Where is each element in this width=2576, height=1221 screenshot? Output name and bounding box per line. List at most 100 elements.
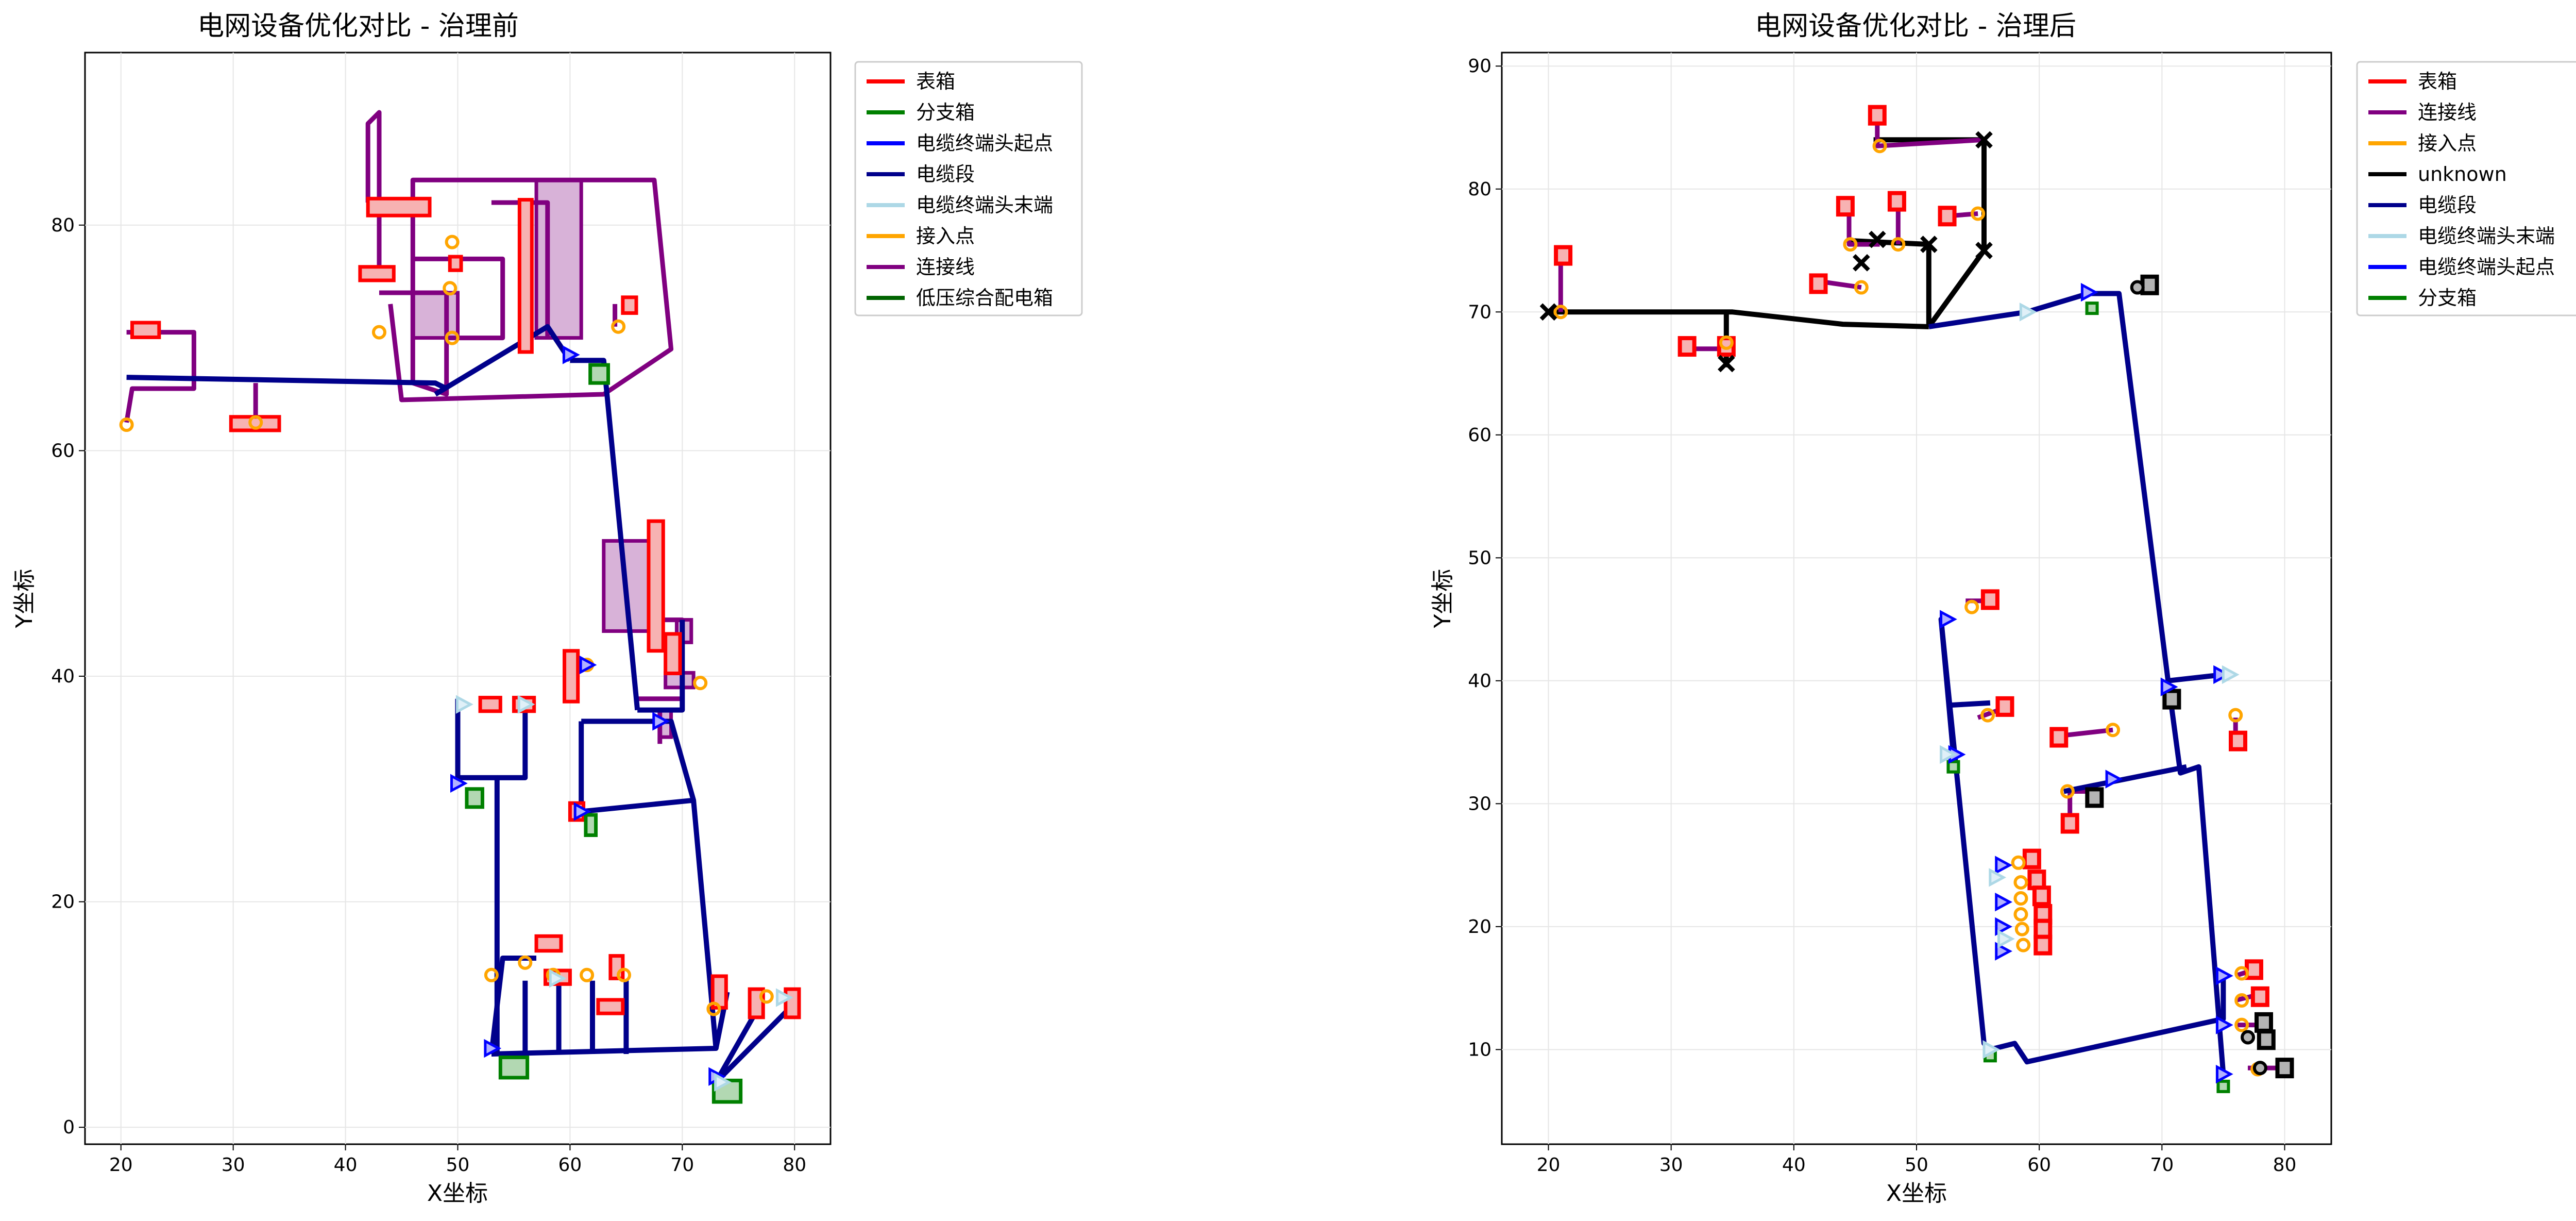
legend-label: 电缆段 [2418,194,2477,216]
meter-box [563,649,580,704]
access-point [2234,1017,2249,1032]
meter-box [1995,696,2014,717]
terminal-end [1982,1040,2001,1059]
unknown-x-marker [1975,242,1993,259]
legend-label: 电缆段 [916,163,975,186]
terminal-start [2160,677,2178,696]
legend-box-before [854,61,1083,316]
access-point [611,319,626,334]
x-tick-label: 30 [222,1155,245,1176]
meter-box [2033,918,2053,940]
legend-label: 表箱 [2418,70,2457,93]
unknown-box [2140,274,2159,295]
access-point [1843,237,1858,252]
chart-after: 电网设备优化对比 - 治理后 20 30 40 50 60 70 80 10 20 30 40 50 6… [1430,11,2576,1207]
meter-box [517,198,534,354]
y-tick-label: 70 [1468,302,1492,323]
tick-labels-after: 20 30 40 50 60 70 80 10 20 30 40 50 60 70 80 90 [1468,56,2296,1176]
terminal-start [1995,942,2012,961]
branch-box [1946,760,1960,774]
legend-label: 电缆终端头起点 [2418,256,2555,278]
legend-label: 连接线 [916,256,975,278]
meter-box [2049,727,2069,748]
unknown-x-marker [1853,254,1870,272]
x-tick-label: 80 [2273,1155,2297,1176]
cable-segment [1947,700,1991,708]
connection-line [124,330,196,423]
connection-line [379,177,674,403]
cable-segment [2063,764,2187,794]
y-tick-label: 50 [1468,547,1492,568]
terminal-end [714,1073,732,1092]
legend-label: 表箱 [916,70,955,93]
branch-box [2085,302,2099,315]
meter-box [2228,730,2247,751]
legend-label: 分支箱 [2418,287,2477,309]
access-point [1964,599,1979,614]
access-point [2106,723,2121,738]
y-tick-label: 60 [1468,425,1492,446]
x-tick-label: 40 [334,1155,358,1176]
x-axis-label-after: X坐标 [1886,1180,1947,1207]
meter-box [596,998,625,1015]
x-tick-label: 70 [2150,1155,2174,1176]
access-point [2013,891,2028,906]
access-point [1891,237,1906,252]
unknown-line [1873,137,1987,328]
tick-labels-before: 20 30 40 50 60 70 80 0 20 40 60 80 [51,215,806,1176]
cable-segment [570,358,640,711]
x-axis-label-before: X坐标 [427,1180,488,1207]
cable-segment [455,698,500,1054]
x-tick-label: 40 [1782,1155,1806,1176]
meter-box [2032,885,2051,907]
unknown-x-marker [1975,131,1993,149]
branch-box [588,363,611,385]
access-point [2234,966,2249,981]
terminal-start [573,802,591,821]
meter-box [784,987,801,1019]
legend-label: 连接线 [2418,101,2477,124]
terminal-end [1940,745,1957,764]
y-tick-label: 40 [1468,671,1492,692]
access-point [443,281,457,296]
access-point [1854,280,1869,295]
meter-box [1809,273,1828,294]
x-tick-label: 60 [558,1155,582,1176]
connection-line [491,200,550,338]
x-tick-label: 20 [1537,1155,1561,1176]
legend-box-after [2356,61,2576,316]
x-tick-label: 30 [1659,1155,1683,1176]
terminal-start [1995,856,2012,875]
x-tick-label: 60 [2027,1155,2051,1176]
legend-label: 接入点 [2418,132,2477,155]
terminal-start [1940,610,1957,629]
cable-segment [637,620,685,713]
unknown-box [2162,689,2181,710]
access-point [2014,922,2029,936]
access-point [2013,875,2028,890]
meter-box [1868,105,1887,126]
unknown-box [2255,1012,2274,1033]
terminal-start [2080,282,2098,302]
terminal-start [562,345,580,364]
x-tick-label: 70 [670,1155,694,1176]
legend-label: unknown [2418,163,2507,186]
branch-box [465,787,484,809]
terminal-start [2215,1015,2233,1034]
legend-label: 电缆终端头末端 [2418,225,2555,247]
meter-box [366,196,432,218]
unknown-x-marker [1920,236,1938,253]
x-tick-label: 50 [1905,1155,1928,1176]
terminal-start [652,712,670,731]
cable-segment [1928,291,2226,1075]
meter-box [2022,848,2041,869]
branch-box [2216,1079,2230,1093]
y-axis-label-before: Y坐标 [11,569,38,629]
cable-segment [497,698,528,780]
terminal-start [2105,770,2123,789]
cable-segment [491,797,719,1057]
branch-box [584,813,598,837]
